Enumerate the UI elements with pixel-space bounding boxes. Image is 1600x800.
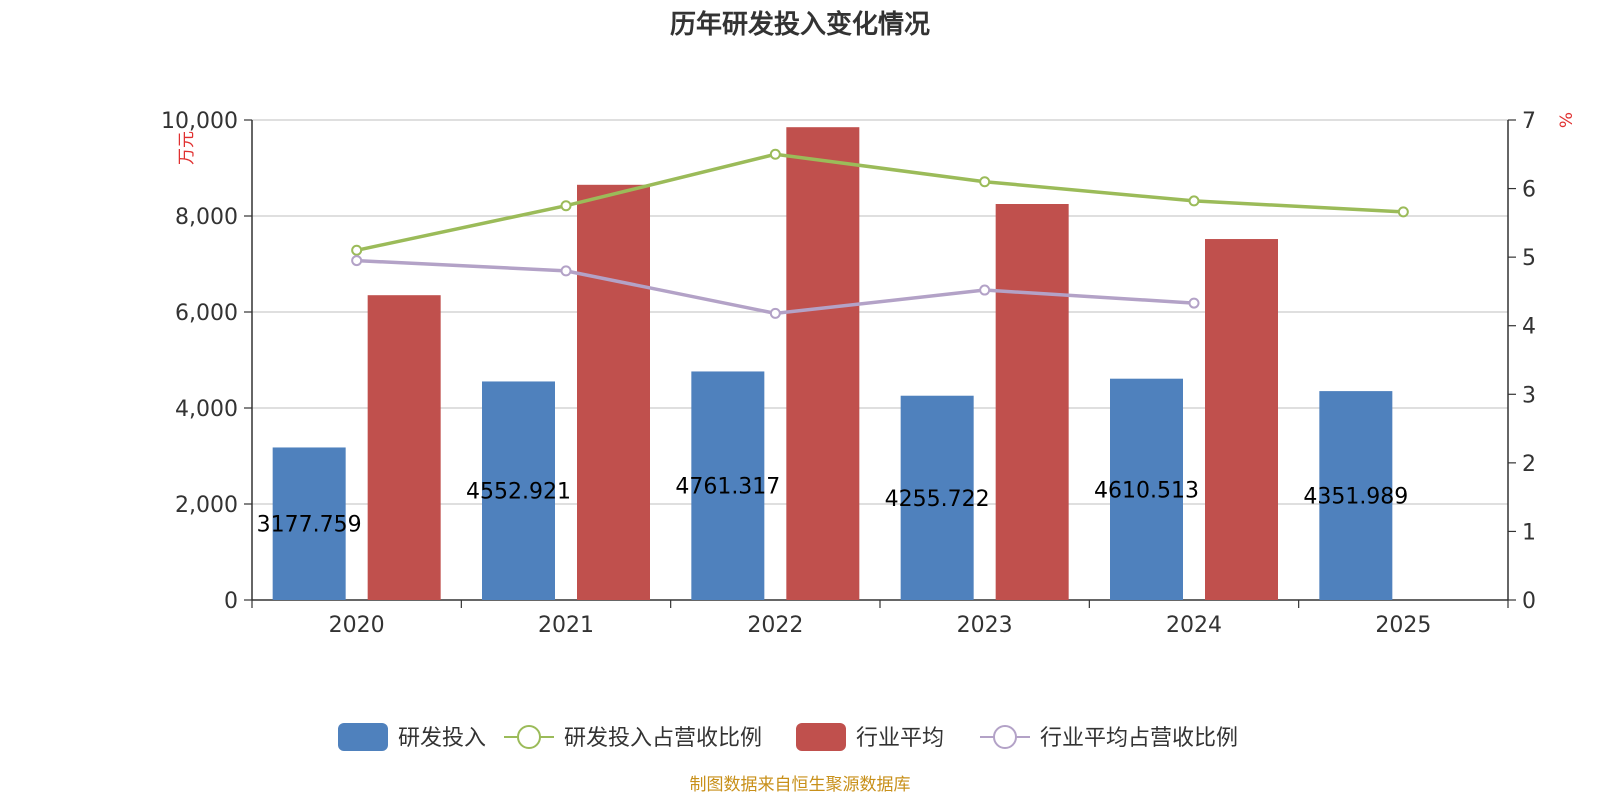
legend-label: 研发投入 xyxy=(398,726,486,751)
x-tick-label: 2024 xyxy=(1166,613,1222,638)
left-tick-label: 8,000 xyxy=(175,205,238,230)
bar xyxy=(1205,239,1278,601)
line-point xyxy=(351,255,363,267)
x-tick-label: 2021 xyxy=(538,613,594,638)
right-axis-unit: % xyxy=(1557,112,1577,128)
bar xyxy=(272,447,346,600)
line-point xyxy=(560,265,572,277)
bar xyxy=(900,395,974,600)
data-label: 4552.921 xyxy=(466,480,571,505)
data-label: 4761.317 xyxy=(675,475,780,500)
legend-swatch xyxy=(796,723,846,751)
bar xyxy=(367,295,441,600)
lines xyxy=(351,148,1409,319)
bar xyxy=(1319,391,1393,600)
right-tick-label: 3 xyxy=(1522,383,1536,408)
line-point xyxy=(769,148,781,160)
data-label: 3177.759 xyxy=(257,513,362,538)
legend-swatch xyxy=(338,723,388,751)
gridlines xyxy=(252,119,1508,505)
line-point xyxy=(1188,297,1200,309)
line-point xyxy=(769,307,781,319)
line-point xyxy=(979,176,991,188)
series-line xyxy=(356,152,1404,252)
line-point xyxy=(1397,206,1409,218)
x-tick-label: 2025 xyxy=(1375,613,1431,638)
axes: 0 2,000 4,000 6,000 8,000 10,000 0 1 2 3 4 5 6 7 2020 2… xyxy=(161,109,1536,638)
bar xyxy=(691,371,765,600)
data-label: 4610.513 xyxy=(1094,478,1199,503)
bar xyxy=(577,184,650,601)
line-point xyxy=(1188,195,1200,207)
right-tick-label: 2 xyxy=(1522,452,1536,477)
bars xyxy=(272,127,1393,601)
line-point xyxy=(979,284,991,296)
left-tick-label: 0 xyxy=(224,589,238,614)
left-tick-label: 4,000 xyxy=(175,397,238,422)
right-tick-label: 7 xyxy=(1522,109,1536,134)
line-point xyxy=(351,244,363,256)
data-label: 4351.989 xyxy=(1303,485,1408,510)
bar xyxy=(786,127,860,600)
legend-label: 行业平均占营收比例 xyxy=(1040,726,1238,751)
legend-label: 行业平均 xyxy=(856,726,944,751)
x-tick-label: 2022 xyxy=(747,613,803,638)
x-tick-label: 2020 xyxy=(329,613,385,638)
bar xyxy=(995,204,1069,600)
source-note: 制图数据来自恒生聚源数据库 xyxy=(690,775,911,795)
data-labels: 3177.759 4552.921 4761.317 4255.722 4610.513… xyxy=(257,475,1409,538)
bar xyxy=(482,381,555,600)
line-point xyxy=(560,200,572,212)
legend: 研发投入 研发投入占营收比例 行业平均 行业平均占营收比例 xyxy=(338,723,1238,751)
x-tick-label: 2023 xyxy=(957,613,1013,638)
right-tick-label: 0 xyxy=(1522,589,1536,614)
left-axis-unit: 万元 xyxy=(177,131,197,165)
data-label: 4255.722 xyxy=(885,487,990,512)
left-tick-label: 10,000 xyxy=(161,109,238,134)
left-tick-label: 6,000 xyxy=(175,301,238,326)
right-tick-label: 5 xyxy=(1522,246,1536,271)
legend-label: 研发投入占营收比例 xyxy=(564,726,762,751)
legend-swatch-marker xyxy=(517,725,541,749)
left-tick-label: 2,000 xyxy=(175,493,238,518)
right-tick-label: 6 xyxy=(1522,178,1536,203)
bar xyxy=(1110,378,1183,600)
right-tick-label: 4 xyxy=(1522,315,1536,340)
chart-title: 历年研发投入变化情况 xyxy=(670,9,930,40)
right-tick-label: 1 xyxy=(1522,520,1536,545)
legend-swatch-marker xyxy=(993,725,1017,749)
